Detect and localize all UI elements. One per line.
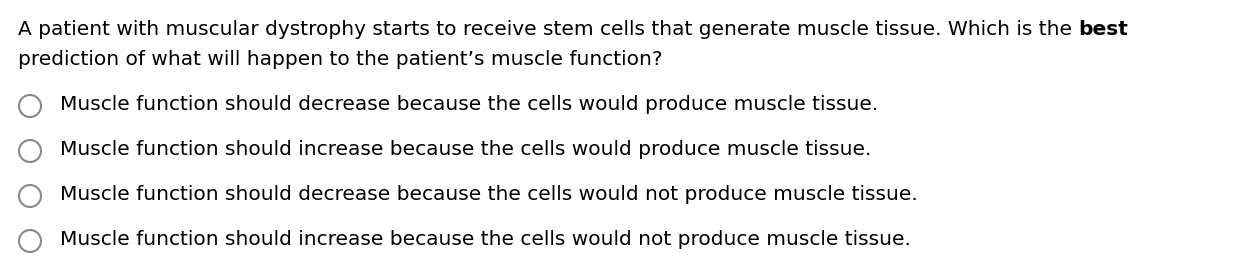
Text: prediction of what will happen to the patient’s muscle function?: prediction of what will happen to the pa… [17, 50, 662, 69]
Text: best: best [1079, 20, 1129, 39]
Text: A patient with muscular dystrophy starts to receive stem cells that generate mus: A patient with muscular dystrophy starts… [17, 20, 1079, 39]
Text: Muscle function should increase because the cells would produce muscle tissue.: Muscle function should increase because … [60, 140, 872, 159]
Text: Muscle function should decrease because the cells would produce muscle tissue.: Muscle function should decrease because … [60, 95, 878, 114]
Text: Muscle function should increase because the cells would not produce muscle tissu: Muscle function should increase because … [60, 230, 910, 249]
Text: Muscle function should decrease because the cells would not produce muscle tissu: Muscle function should decrease because … [60, 185, 918, 204]
